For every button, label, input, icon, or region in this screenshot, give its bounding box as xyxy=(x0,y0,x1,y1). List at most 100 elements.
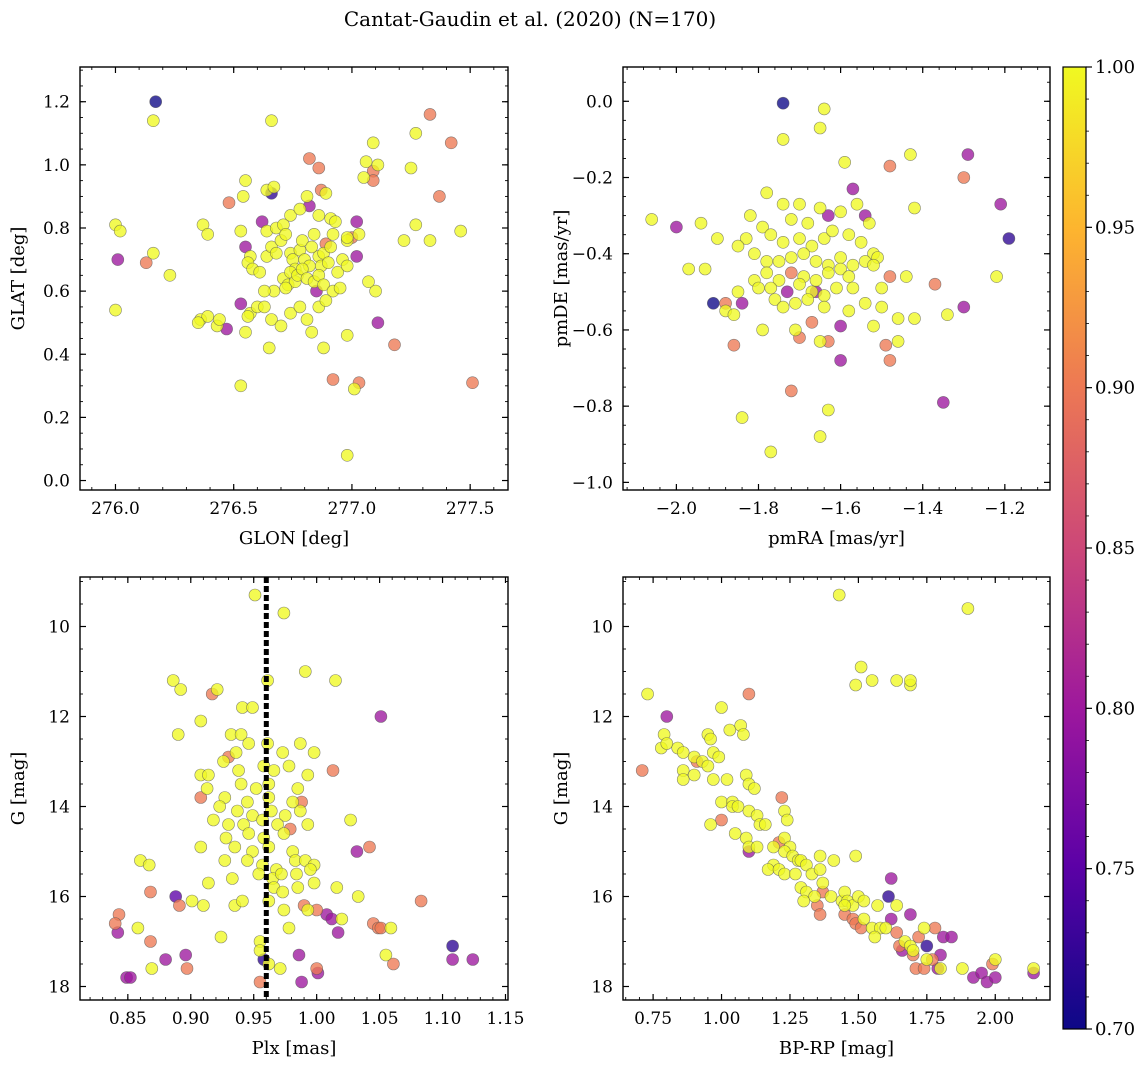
data-point xyxy=(826,224,839,238)
data-point xyxy=(366,136,380,150)
x-tick-label: 1.00 xyxy=(703,1009,741,1029)
x-tick-label: 0.85 xyxy=(109,1009,147,1029)
data-point xyxy=(446,939,459,953)
data-point xyxy=(875,281,889,295)
colorbar-tick-label: 0.95 xyxy=(1095,217,1135,238)
data-point xyxy=(784,384,798,398)
plot-frame xyxy=(622,576,1051,1001)
panel-pmra-pmde: −2.0 −1.8 −1.6 −1.4 −1.2 0.0 −0.2 −0.4 −0.6 −0.8 −… xyxy=(551,66,1051,549)
plot-area xyxy=(623,577,1050,1000)
data-point xyxy=(232,764,245,777)
data-point xyxy=(331,926,345,939)
data-point xyxy=(821,403,835,417)
colorbar-tick-label: 0.75 xyxy=(1095,859,1135,880)
data-point xyxy=(879,338,893,352)
data-point xyxy=(213,800,226,813)
data-point xyxy=(304,863,317,876)
data-point xyxy=(849,678,863,692)
data-point xyxy=(234,777,248,791)
data-point xyxy=(904,908,917,921)
data-point xyxy=(846,258,860,272)
data-point xyxy=(374,710,388,723)
y-axis-label: pmDE [mas/yr] xyxy=(551,210,572,348)
x-tick-label: 1.05 xyxy=(361,1009,399,1029)
data-point xyxy=(317,341,330,355)
data-point xyxy=(236,190,250,203)
data-point xyxy=(832,588,846,602)
data-point xyxy=(202,876,215,890)
data-point xyxy=(276,885,290,899)
y-tick-label: 0.0 xyxy=(43,472,70,492)
data-point xyxy=(145,962,159,975)
y-tick-label: −0.4 xyxy=(572,245,613,265)
data-point xyxy=(340,231,354,244)
data-point xyxy=(670,220,683,234)
y-tick-label: −0.8 xyxy=(572,397,613,417)
y-tick-label: 14 xyxy=(591,798,613,818)
data-point xyxy=(267,180,281,194)
data-point xyxy=(928,921,942,935)
data-point xyxy=(830,281,843,295)
data-point xyxy=(706,296,720,310)
x-tick-label: 1.25 xyxy=(771,1009,809,1029)
data-point xyxy=(359,155,373,168)
data-point xyxy=(293,737,307,750)
data-point xyxy=(778,867,791,881)
data-point xyxy=(660,710,674,723)
data-point xyxy=(720,773,734,786)
x-tick-label: 0.95 xyxy=(235,1009,273,1029)
y-tick-label: 16 xyxy=(48,888,70,908)
data-point xyxy=(945,930,958,944)
data-point xyxy=(109,303,122,317)
data-point xyxy=(214,930,228,944)
data-point xyxy=(813,201,827,215)
data-point xyxy=(171,728,185,741)
data-point xyxy=(842,270,856,283)
data-point xyxy=(324,240,338,254)
data-point xyxy=(248,588,262,602)
data-point xyxy=(357,171,371,184)
data-point xyxy=(883,159,897,173)
data-point xyxy=(369,284,382,298)
data-point xyxy=(715,813,728,827)
data-point xyxy=(817,232,831,245)
data-point xyxy=(147,114,160,127)
data-point xyxy=(295,234,309,247)
data-point xyxy=(809,255,823,268)
x-axis-label: BP-RP [mag] xyxy=(779,1038,894,1059)
data-point xyxy=(384,921,398,935)
data-point xyxy=(286,795,300,809)
data-point xyxy=(816,876,830,890)
data-point xyxy=(265,313,278,326)
data-point xyxy=(883,354,897,367)
data-point xyxy=(163,268,177,282)
data-point xyxy=(234,379,248,393)
y-tick-label: 10 xyxy=(48,618,70,638)
data-point xyxy=(712,750,726,764)
data-point xyxy=(194,791,208,804)
data-point xyxy=(249,782,263,795)
data-point xyxy=(735,296,749,310)
data-point xyxy=(854,660,868,674)
data-point xyxy=(454,224,468,238)
x-axis-label: GLON [deg] xyxy=(239,528,349,549)
colorbar: 0.70 0.75 0.80 0.85 0.90 0.95 1.00 xyxy=(1062,57,1135,1040)
colorbar-tick-label: 0.85 xyxy=(1095,538,1135,559)
y-tick-label: 1.2 xyxy=(43,93,70,113)
colorbar-tick-label: 0.70 xyxy=(1095,1019,1135,1040)
plot-frame xyxy=(79,66,509,491)
data-point xyxy=(362,275,375,289)
x-tick-label: 2.00 xyxy=(976,1009,1014,1029)
data-point xyxy=(772,274,786,287)
data-point xyxy=(813,863,827,876)
data-point xyxy=(801,293,815,306)
data-point xyxy=(159,953,172,966)
y-tick-label: −0.6 xyxy=(572,321,613,341)
data-point xyxy=(784,266,798,280)
scatter-points xyxy=(645,96,1016,459)
data-point xyxy=(404,161,418,175)
colorbar-gradient xyxy=(1062,66,1087,1030)
data-point xyxy=(891,335,905,348)
data-point xyxy=(222,196,236,209)
data-point xyxy=(201,228,214,241)
